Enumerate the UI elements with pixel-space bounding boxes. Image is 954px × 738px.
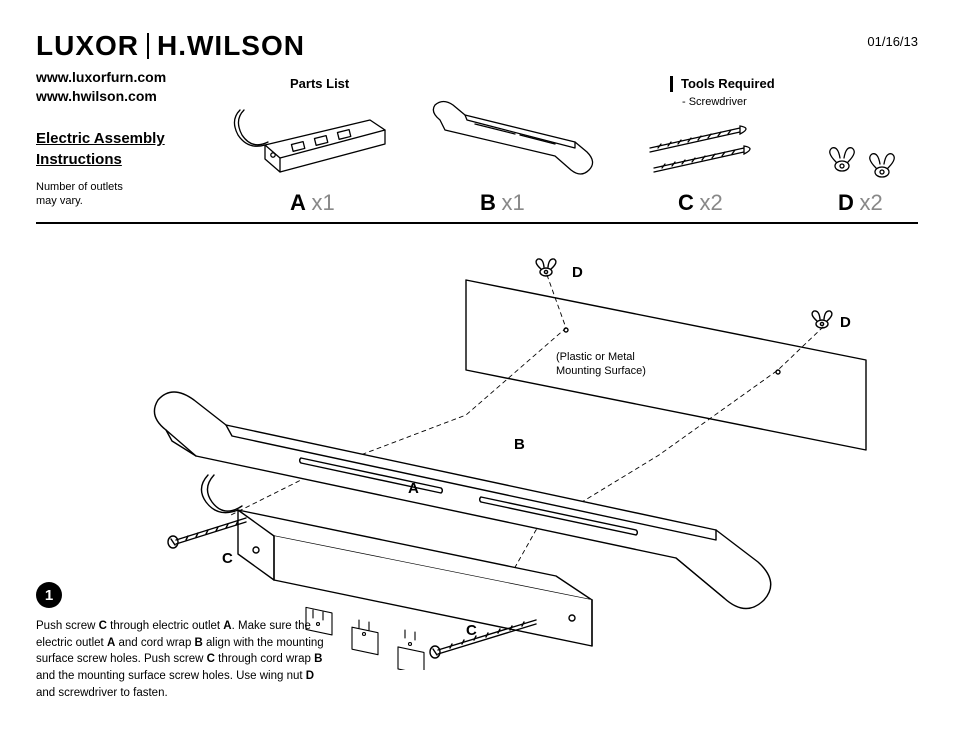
part-c-illustration (640, 118, 780, 184)
part-d-label: D x2 (838, 190, 883, 216)
brand-right: H.WILSON (157, 30, 305, 62)
tools-block: Tools Required - Screwdriver (670, 76, 775, 108)
diagram-label-b: B (514, 436, 525, 453)
part-b-illustration (405, 90, 605, 190)
date: 01/16/13 (867, 34, 918, 49)
mount-surface-note: (Plastic or Metal Mounting Surface) (556, 350, 646, 379)
url-1: www.luxorfurn.com (36, 68, 305, 87)
diagram-label-c1: C (222, 550, 233, 567)
step-instructions: Push screw C through electric outlet A. … (36, 618, 336, 701)
tools-heading: Tools Required (670, 76, 775, 92)
horizontal-rule (36, 222, 918, 224)
part-d-illustration (820, 138, 910, 188)
brand-left: LUXOR (36, 30, 139, 62)
diagram-label-d1: D (572, 264, 583, 281)
diagram-label-a: A (408, 480, 419, 497)
assembly-diagram: D D (Plastic or Metal Mounting Surface) … (36, 240, 918, 708)
diagram-label-d2: D (840, 314, 851, 331)
diagram-label-c2: C (466, 622, 477, 639)
part-a-label: A x1 (290, 190, 335, 216)
tools-item: - Screwdriver (682, 96, 775, 108)
part-b-label: B x1 (480, 190, 525, 216)
part-c-label: C x2 (678, 190, 723, 216)
parts-list-heading: Parts List (290, 76, 349, 91)
step-number-badge: 1 (36, 582, 62, 608)
part-a-illustration (220, 90, 400, 190)
brand-divider (147, 33, 149, 59)
brand-block: LUXOR H.WILSON (36, 30, 305, 62)
